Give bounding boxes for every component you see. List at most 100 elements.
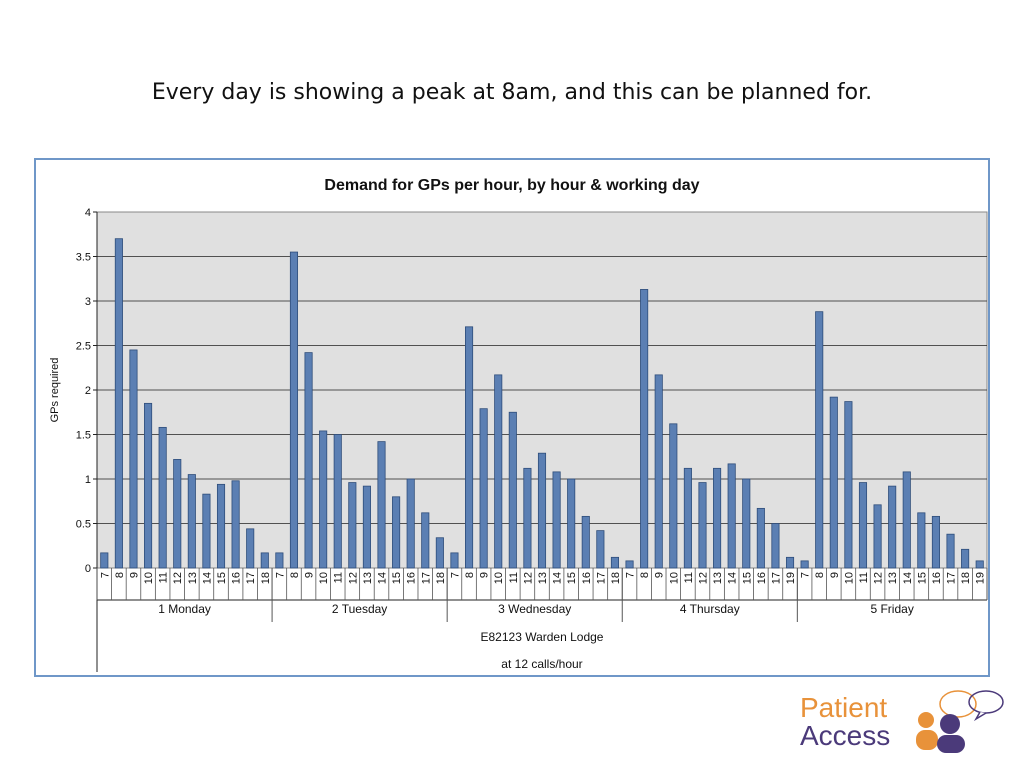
x-tick-label: 11 bbox=[333, 572, 345, 583]
x-tick-label: 12 bbox=[522, 572, 534, 584]
x-tick-label: 14 bbox=[727, 572, 739, 584]
bar bbox=[362, 485, 371, 569]
x-tick-label: 19 bbox=[785, 572, 797, 584]
slide-headline: Every day is showing a peak at 8am, and … bbox=[151, 80, 873, 105]
bar bbox=[333, 434, 342, 569]
bar bbox=[785, 556, 795, 569]
y-tick-label: 4 bbox=[85, 207, 91, 219]
y-tick-label: 0 bbox=[85, 563, 91, 575]
x-tick-label: 17 bbox=[595, 572, 607, 584]
bar bbox=[377, 441, 386, 569]
people-chat-icon bbox=[916, 690, 1004, 753]
x-tick-label: 14 bbox=[902, 572, 914, 584]
bar bbox=[625, 560, 634, 569]
x-tick-label: 11 bbox=[508, 572, 520, 583]
bar bbox=[610, 556, 619, 569]
bar bbox=[202, 493, 211, 569]
x-tick-label: 9 bbox=[304, 572, 316, 578]
y-axis-label: GPs required bbox=[49, 358, 61, 423]
bar bbox=[216, 483, 226, 569]
bar bbox=[392, 496, 401, 569]
x-tick-label: 10 bbox=[668, 572, 680, 584]
bar bbox=[260, 552, 269, 569]
x-tick-label: 12 bbox=[172, 572, 184, 584]
x-tick-label: 7 bbox=[800, 572, 812, 578]
chart-title: Demand for GPs per hour, by hour & worki… bbox=[324, 177, 699, 194]
x-tick-label: 11 bbox=[158, 572, 170, 583]
bar bbox=[742, 478, 751, 569]
x-tick-label: 17 bbox=[245, 572, 257, 584]
x-tick-label: 14 bbox=[552, 572, 564, 584]
bar bbox=[552, 471, 561, 569]
x-tick-label: 14 bbox=[201, 572, 213, 584]
patient-access-logo: Patient Access bbox=[798, 686, 1008, 756]
x-tick-label: 10 bbox=[318, 572, 330, 584]
day-group-label: 3 Wednesday bbox=[498, 602, 571, 616]
day-group-label: 2 Tuesday bbox=[332, 602, 387, 616]
x-tick-label: 7 bbox=[449, 572, 461, 578]
bar bbox=[640, 289, 649, 569]
y-tick-label: 2 bbox=[85, 385, 91, 397]
x-tick-label: 15 bbox=[741, 572, 753, 584]
x-tick-label: 12 bbox=[347, 572, 359, 584]
bar bbox=[537, 452, 547, 569]
bar bbox=[698, 482, 707, 569]
bar bbox=[931, 515, 940, 569]
x-tick-label: 10 bbox=[143, 572, 155, 584]
day-group-label: 5 Friday bbox=[870, 602, 913, 616]
bar bbox=[319, 430, 328, 569]
x-tick-label: 7 bbox=[625, 572, 637, 578]
x-tick-label: 13 bbox=[362, 572, 374, 584]
bar bbox=[275, 552, 284, 569]
x-tick-label: 11 bbox=[858, 572, 870, 583]
practice-label: E82123 Warden Lodge bbox=[481, 630, 604, 644]
x-tick-label: 9 bbox=[479, 572, 491, 578]
logo-word-access: Access bbox=[800, 720, 891, 751]
bar bbox=[406, 478, 415, 569]
bar bbox=[567, 478, 576, 569]
x-tick-label: 7 bbox=[274, 572, 286, 578]
bar bbox=[246, 528, 255, 569]
y-tick-label: 1.5 bbox=[76, 430, 91, 442]
bar bbox=[231, 480, 240, 569]
bar bbox=[581, 515, 590, 569]
bar bbox=[114, 238, 123, 569]
bar bbox=[756, 507, 765, 569]
x-tick-label: 16 bbox=[581, 572, 593, 584]
x-tick-label: 17 bbox=[420, 572, 432, 584]
x-tick-label: 18 bbox=[260, 572, 272, 584]
bar bbox=[888, 485, 897, 569]
bar bbox=[829, 396, 838, 569]
x-tick-label: 10 bbox=[843, 572, 855, 584]
y-tick-label: 2.5 bbox=[76, 341, 91, 353]
bar bbox=[348, 482, 357, 569]
bar bbox=[683, 467, 692, 569]
y-tick-label: 0.5 bbox=[76, 519, 91, 531]
x-tick-label: 16 bbox=[931, 572, 943, 584]
x-tick-label: 8 bbox=[814, 572, 826, 578]
call-rate-label: at 12 calls/hour bbox=[501, 657, 582, 671]
bar bbox=[508, 411, 517, 569]
x-tick-label: 17 bbox=[770, 572, 782, 584]
x-tick-label: 18 bbox=[610, 572, 622, 584]
x-tick-label: 7 bbox=[99, 572, 111, 578]
x-tick-label: 8 bbox=[639, 572, 651, 578]
x-tick-label: 18 bbox=[960, 572, 972, 584]
bar bbox=[435, 537, 444, 569]
x-tick-label: 8 bbox=[464, 572, 476, 578]
x-tick-label: 19 bbox=[975, 572, 987, 584]
bar bbox=[669, 423, 678, 569]
bar bbox=[144, 402, 153, 569]
x-tick-label: 12 bbox=[697, 572, 709, 584]
x-tick-label: 13 bbox=[887, 572, 899, 584]
bar bbox=[727, 463, 736, 569]
day-group-label: 4 Thursday bbox=[680, 602, 740, 616]
x-tick-label: 15 bbox=[216, 572, 228, 584]
bar bbox=[858, 482, 868, 569]
bar bbox=[421, 512, 430, 569]
bar bbox=[158, 426, 167, 569]
bar bbox=[902, 471, 911, 569]
bar bbox=[946, 533, 955, 569]
x-tick-label: 11 bbox=[683, 572, 695, 583]
bar bbox=[494, 374, 503, 569]
